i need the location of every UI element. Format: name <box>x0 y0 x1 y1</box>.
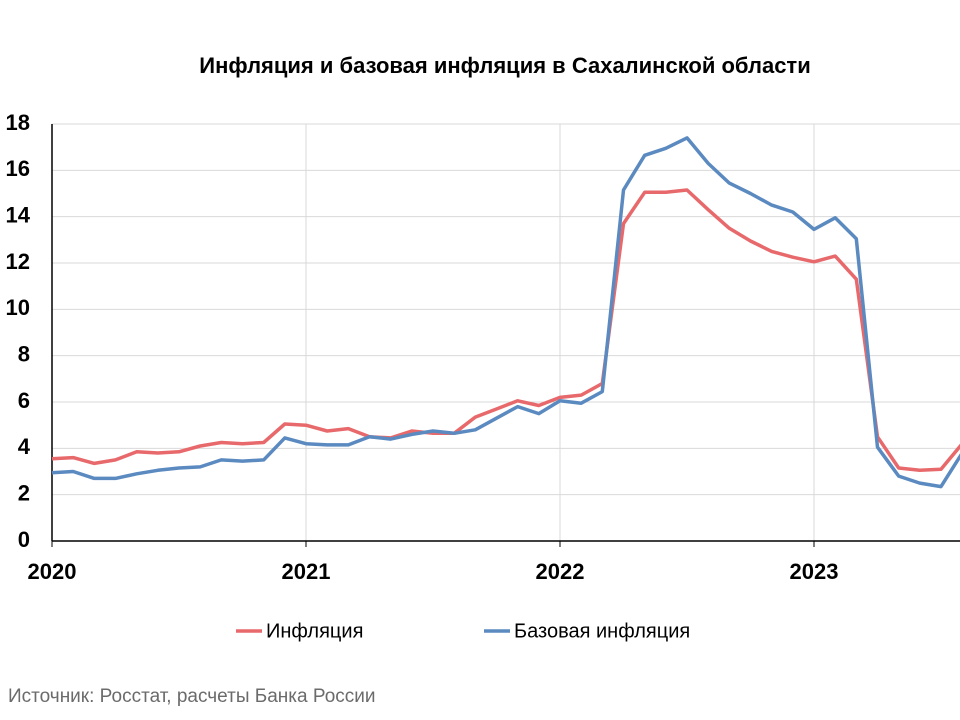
x-tick-label: 2023 <box>790 559 839 584</box>
line-series <box>51 136 960 489</box>
x-tick-label: 2020 <box>28 559 77 584</box>
y-tick-label: 8 <box>18 341 30 366</box>
y-tick-label: 16 <box>6 156 30 181</box>
x-tick-label: 2021 <box>282 559 331 584</box>
y-tick-label: 2 <box>18 480 30 505</box>
y-tick-label: 18 <box>6 110 30 135</box>
x-tick-label: 2022 <box>536 559 585 584</box>
y-tick-label: 4 <box>18 434 31 459</box>
line-series <box>51 188 960 473</box>
y-tick-label: 6 <box>18 388 30 413</box>
y-tick-label: 14 <box>6 202 31 227</box>
y-tick-label: 10 <box>6 295 30 320</box>
y-tick-label: 12 <box>6 249 30 274</box>
chart-title: Инфляция и базовая инфляция в Сахалинско… <box>199 53 810 78</box>
legend-label: Базовая инфляция <box>514 620 690 642</box>
source-note: Источник: Росстат, расчеты Банка России <box>8 686 376 707</box>
y-tick-label: 0 <box>18 527 30 552</box>
legend-label: Инфляция <box>266 620 363 642</box>
